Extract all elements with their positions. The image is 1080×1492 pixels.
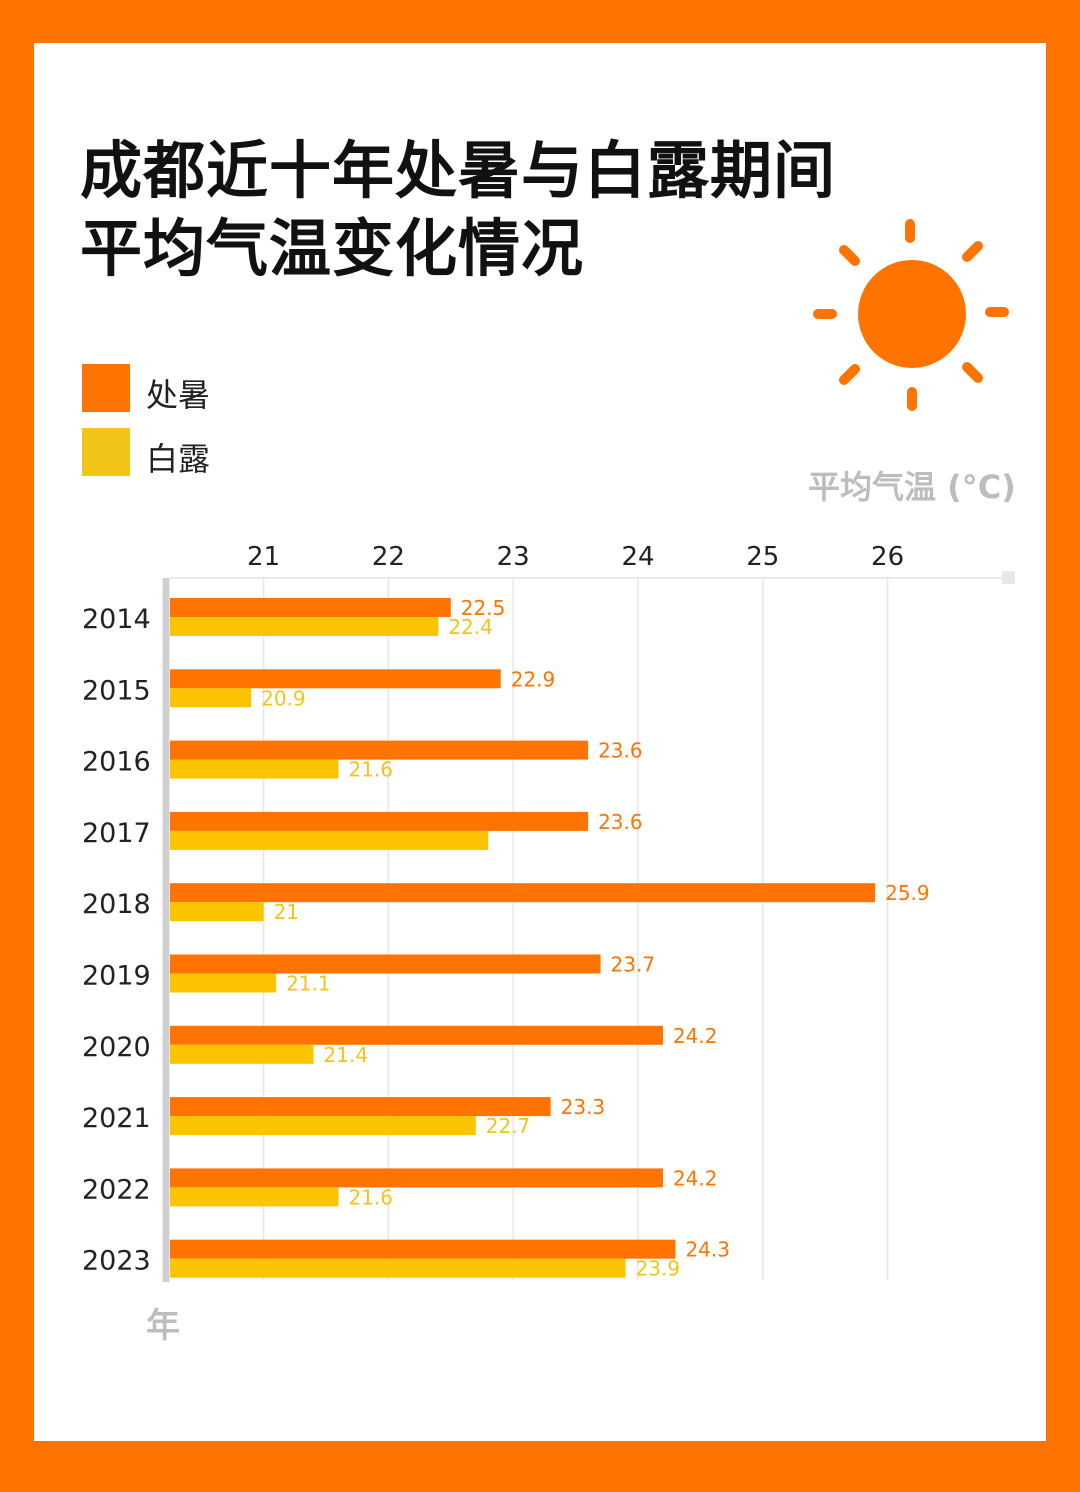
- legend-swatch-bailu: [82, 428, 130, 476]
- y-tick-label: 2018: [82, 889, 151, 920]
- data-label: 21: [274, 900, 299, 924]
- y-tick-label: 2015: [82, 675, 151, 706]
- legend-label-chushu: 处暑: [146, 376, 211, 414]
- data-label: 23.3: [561, 1095, 606, 1119]
- bar-bailu: [170, 759, 339, 779]
- bar-bailu: [170, 617, 439, 636]
- data-label: 21.6: [348, 758, 393, 782]
- data-label: 21.6: [348, 1185, 393, 1209]
- data-label: 20.9: [261, 686, 306, 710]
- data-label: 23.6: [598, 739, 643, 763]
- x-tick-label: 21: [247, 542, 280, 572]
- x-tick-label: 26: [871, 542, 904, 572]
- y-tick-label: 2021: [82, 1103, 151, 1134]
- x-tick-label: 23: [497, 542, 530, 572]
- bar-bailu: [170, 1044, 314, 1064]
- bar-chushu: [170, 1025, 663, 1045]
- data-label: 22.4: [448, 615, 493, 639]
- y-tick-label: 2014: [82, 604, 151, 635]
- x-axis-unit-label: 平均气温 (°C): [808, 468, 1016, 506]
- legend-swatch-chushu: [82, 364, 130, 412]
- data-label: 23.6: [598, 810, 643, 834]
- title-line-2: 平均气温变化情况: [80, 212, 585, 285]
- bar-chushu: [170, 883, 876, 903]
- bar-chushu: [170, 954, 601, 974]
- bar-chushu: [170, 1168, 663, 1188]
- data-label: 24.2: [673, 1024, 718, 1048]
- data-label: 24.3: [685, 1238, 730, 1262]
- title-line-1: 成都近十年处暑与白露期间: [80, 134, 837, 207]
- y-tick-label: 2023: [82, 1246, 151, 1277]
- x-tick-label: 25: [746, 542, 779, 572]
- data-label: 25.9: [885, 881, 930, 905]
- data-label: 22.5: [461, 596, 506, 620]
- data-label: 21.4: [324, 1043, 369, 1067]
- y-tick-label: 2022: [82, 1174, 151, 1205]
- x-axis-end-marker: [1002, 571, 1015, 584]
- bar-chushu: [170, 598, 451, 617]
- y-tick-label: 2019: [82, 961, 151, 992]
- data-label: 23.7: [611, 953, 656, 977]
- data-label: 21.1: [286, 972, 331, 996]
- y-tick-label: 2017: [82, 818, 151, 849]
- bar-chushu: [170, 1097, 551, 1117]
- data-label: 24.2: [673, 1166, 718, 1190]
- y-tick-label: 2016: [82, 747, 151, 778]
- bar-bailu: [170, 902, 264, 922]
- x-tick-label: 24: [621, 542, 654, 572]
- chart-title: 成都近十年处暑与白露期间 平均气温变化情况: [80, 132, 836, 288]
- bar-bailu: [170, 1116, 476, 1136]
- bar-bailu: [170, 830, 489, 850]
- bar-chushu: [170, 740, 589, 760]
- bar-chushu: [170, 1239, 676, 1259]
- legend-label-bailu: 白露: [146, 440, 211, 478]
- bar-bailu: [170, 1258, 626, 1278]
- sun-icon: [808, 212, 1018, 426]
- bar-bailu: [170, 973, 277, 993]
- bar-chushu: [170, 669, 501, 689]
- data-label: 22.9: [511, 667, 556, 691]
- data-label: 22.7: [486, 1114, 531, 1138]
- data-label: 23.9: [636, 1257, 681, 1281]
- y-tick-label: 2020: [82, 1032, 151, 1063]
- bar-bailu: [170, 688, 252, 708]
- y-axis-label: 年: [146, 1306, 180, 1346]
- bar-bailu: [170, 1187, 339, 1207]
- x-tick-label: 22: [372, 542, 405, 572]
- bar-chushu: [170, 811, 589, 831]
